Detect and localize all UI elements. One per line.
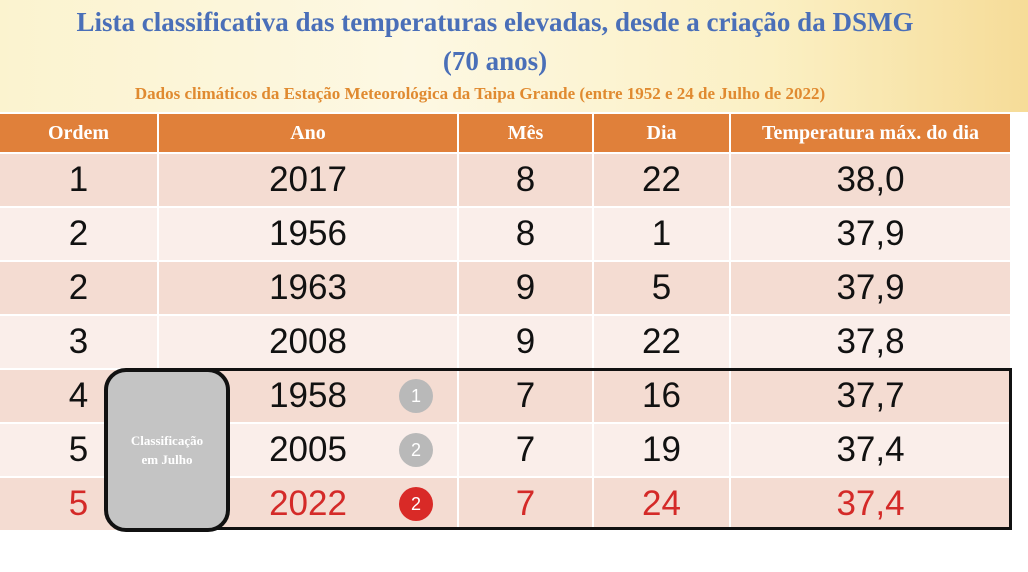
cell-ano-value: 2022 — [269, 484, 347, 523]
cell-temperatura: 38,0 — [730, 153, 1010, 208]
july-rank-badge: 2 — [399, 433, 433, 467]
cell-ano: 1956 — [158, 207, 459, 262]
table-row: 2 1963 9 5 37,9 — [0, 261, 1010, 316]
cell-temperatura: 37,8 — [730, 315, 1010, 370]
cell-ano: 2008 — [158, 315, 459, 370]
cell-dia: 5 — [593, 261, 731, 316]
cell-mes: 7 — [458, 369, 594, 424]
cell-mes: 9 — [458, 261, 594, 316]
table-row: 3 2008 9 22 37,8 — [0, 315, 1010, 370]
column-header-ordem: Ordem — [0, 114, 159, 154]
cell-ano-value: 1958 — [269, 376, 347, 415]
cell-mes: 8 — [458, 153, 594, 208]
cell-dia: 22 — [593, 153, 731, 208]
table-row: 2 1956 8 1 37,9 — [0, 207, 1010, 262]
page-title-period: (70 anos) — [442, 46, 548, 76]
cell-temperatura: 37,4 — [730, 423, 1010, 478]
table-row-highlighted: 5 2 2022 7 24 37,4 — [0, 477, 1010, 532]
cell-mes: 7 — [458, 477, 594, 532]
cell-ordem: 3 — [0, 315, 159, 370]
cell-dia: 19 — [593, 423, 731, 478]
cell-mes: 7 — [458, 423, 594, 478]
cell-dia: 22 — [593, 315, 731, 370]
july-classification-label: Classificação em Julho — [117, 431, 217, 469]
column-header-dia: Dia — [593, 114, 731, 154]
cell-temperatura: 37,9 — [730, 207, 1010, 262]
cell-mes: 8 — [458, 207, 594, 262]
page-title: Lista classificativa das temperaturas el… — [76, 7, 914, 37]
cell-ano: 2017 — [158, 153, 459, 208]
july-label-line1: Classificação — [130, 433, 204, 448]
header-band — [0, 0, 1028, 112]
column-header-temperatura: Temperatura máx. do dia — [730, 114, 1010, 154]
july-label-line2: em Julho — [141, 452, 193, 467]
cell-ordem: 2 — [0, 207, 159, 262]
july-rank-badge: 1 — [399, 379, 433, 413]
table-row: 1 2017 8 22 38,0 — [0, 153, 1010, 208]
cell-ordem: 2 — [0, 261, 159, 316]
cell-ordem: 1 — [0, 153, 159, 208]
cell-temperatura: 37,4 — [730, 477, 1010, 532]
july-rows-frame — [190, 368, 1012, 530]
page-subtitle: Dados climáticos da Estação Meteorológic… — [134, 84, 826, 103]
july-rank-badge-current: 2 — [399, 487, 433, 521]
temperature-ranking-table: Ordem Ano Mês Dia Temperatura máx. do di… — [0, 114, 1010, 532]
cell-temperatura: 37,9 — [730, 261, 1010, 316]
july-classification-box: Classificação em Julho — [104, 368, 230, 532]
cell-dia: 1 — [593, 207, 731, 262]
cell-ano: 1963 — [158, 261, 459, 316]
column-header-ano: Ano — [158, 114, 459, 154]
cell-dia: 16 — [593, 369, 731, 424]
cell-mes: 9 — [458, 315, 594, 370]
table-row: 4 1 1958 7 16 37,7 — [0, 369, 1010, 424]
cell-temperatura: 37,7 — [730, 369, 1010, 424]
cell-ano-value: 2005 — [269, 430, 347, 469]
table-header-row: Ordem Ano Mês Dia Temperatura máx. do di… — [0, 114, 1010, 154]
cell-dia: 24 — [593, 477, 731, 532]
column-header-mes: Mês — [458, 114, 594, 154]
